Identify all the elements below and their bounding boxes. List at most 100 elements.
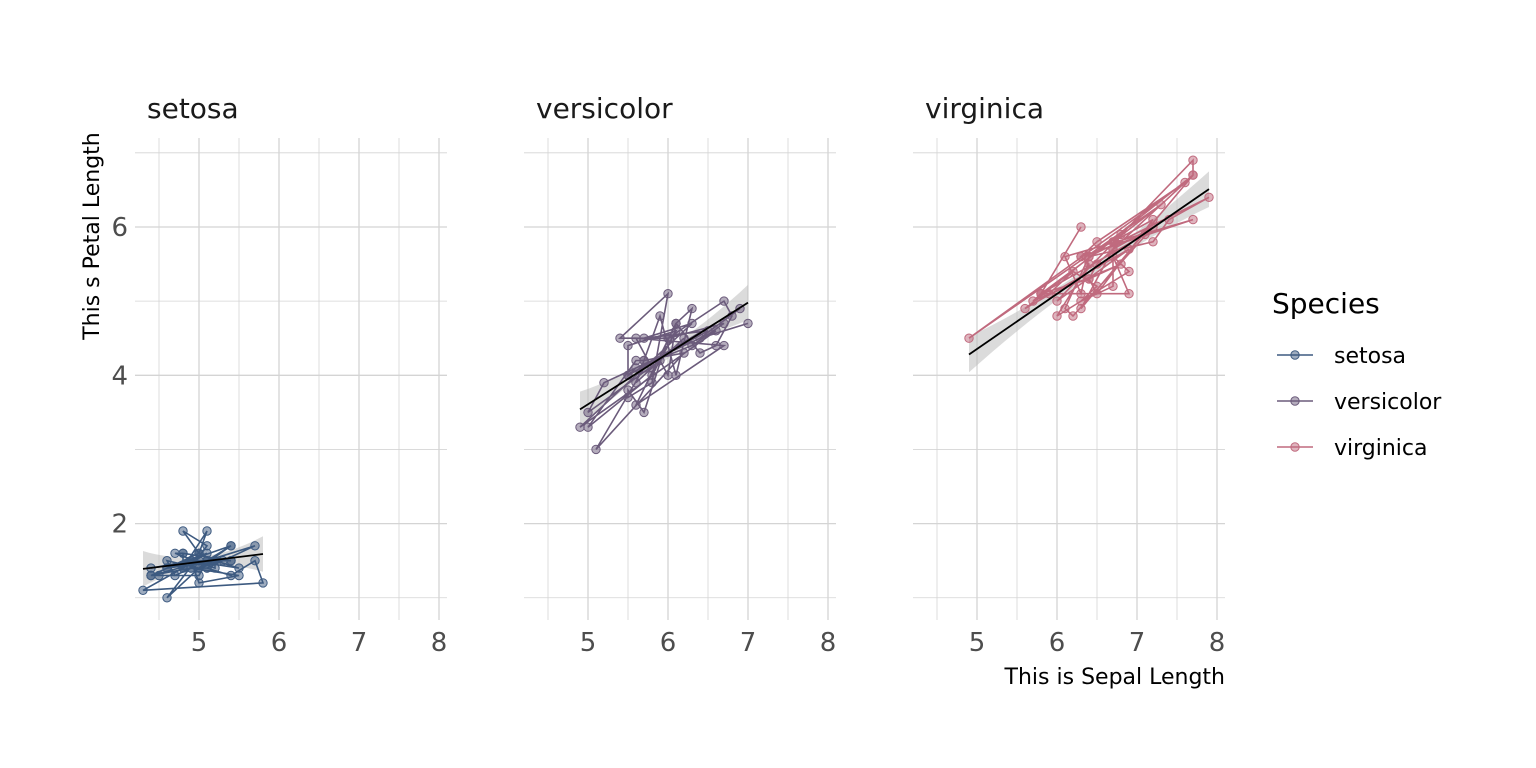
facet-title-versicolor: versicolor [536, 92, 673, 125]
gridlines [913, 138, 1225, 620]
legend-label: versicolor [1334, 390, 1442, 415]
x-tick-label: 5 [580, 628, 597, 658]
x-tick-label: 6 [271, 628, 288, 658]
x-tick-label: 6 [660, 628, 677, 658]
series-path-virginica [968, 158, 1210, 339]
x-tick-label: 7 [740, 628, 757, 658]
data-point [1068, 311, 1078, 321]
data-point [687, 318, 697, 329]
legend-item-setosa: setosa [1277, 344, 1406, 369]
data-point [250, 556, 260, 566]
data-point [1148, 237, 1158, 247]
legend-item-versicolor: versicolor [1277, 390, 1442, 415]
data-point [178, 548, 188, 558]
data-point [663, 370, 673, 380]
data-point [146, 570, 156, 581]
legend-title: Species [1272, 287, 1380, 320]
data-point [687, 303, 697, 314]
fit-line [968, 188, 1210, 356]
data-point [623, 392, 633, 403]
data-point [623, 340, 633, 351]
data-point [743, 318, 753, 329]
data-point [1084, 274, 1094, 284]
data-point [639, 333, 649, 343]
legend-key-point [1290, 350, 1300, 360]
data-point [663, 289, 673, 299]
data-point [1108, 244, 1118, 254]
data-point [575, 422, 585, 432]
x-tick-label: 8 [820, 628, 837, 658]
data-point [194, 563, 204, 573]
data-point [719, 318, 729, 329]
data-point [186, 563, 196, 573]
data-point [1108, 281, 1118, 291]
data-point [162, 593, 172, 603]
data-point [154, 570, 164, 581]
data-point [591, 444, 601, 455]
legend: Species setosa versicolor virginica [1272, 287, 1442, 461]
points-versicolor [575, 289, 753, 455]
facet-title-virginica: virginica [925, 92, 1044, 125]
data-point [1204, 192, 1214, 203]
data-point [1052, 311, 1062, 321]
y-tick-label: 2 [111, 510, 128, 540]
data-point [1188, 155, 1198, 165]
data-point [1188, 170, 1198, 180]
x-tick-label: 5 [191, 628, 208, 658]
data-point [138, 585, 148, 595]
facet-panel-virginica: virginica 5 6 7 8 [913, 92, 1225, 658]
data-point [1020, 303, 1030, 314]
data-point [1036, 289, 1046, 299]
legend-label: setosa [1334, 344, 1406, 369]
x-tick-label: 7 [1129, 628, 1146, 658]
facet-title-setosa: setosa [147, 92, 239, 125]
data-point [647, 370, 657, 380]
data-point [1076, 296, 1086, 306]
data-point [1060, 303, 1070, 314]
data-point [615, 333, 625, 343]
data-point [226, 541, 236, 551]
y-axis-title: This s Petal Length [80, 132, 105, 341]
data-point [687, 340, 697, 351]
data-point [1116, 229, 1126, 240]
data-point [202, 526, 212, 536]
x-tick-label: 7 [351, 628, 368, 658]
data-point [170, 548, 180, 558]
data-point [631, 400, 641, 410]
data-point [695, 348, 705, 358]
data-point [631, 355, 641, 366]
data-point [1052, 296, 1062, 306]
data-point [639, 407, 649, 418]
y-axis-ticks: 2 4 6 [111, 213, 128, 540]
y-tick-label: 6 [111, 213, 128, 243]
data-point [599, 378, 609, 388]
data-point [178, 526, 188, 536]
data-point [1060, 251, 1070, 262]
data-point [671, 326, 681, 336]
y-tick-label: 4 [111, 361, 128, 391]
data-point [711, 340, 721, 351]
data-point [1092, 237, 1102, 247]
legend-item-virginica: virginica [1277, 436, 1428, 461]
data-point [194, 548, 204, 558]
data-point [1028, 296, 1038, 306]
data-point [655, 311, 665, 321]
x-tick-label: 8 [431, 628, 448, 658]
data-point [1076, 222, 1086, 232]
legend-key-point [1290, 396, 1300, 406]
data-point [719, 340, 729, 351]
data-point [1044, 289, 1054, 299]
data-point [1124, 266, 1134, 277]
data-point [1076, 251, 1086, 262]
legend-label: virginica [1334, 436, 1428, 461]
data-point [226, 570, 236, 581]
data-point [964, 333, 974, 343]
data-point [1092, 281, 1102, 291]
facet-panel-setosa: setosa 5 6 7 8 [135, 92, 447, 658]
x-tick-label: 6 [1049, 628, 1066, 658]
data-point [631, 333, 641, 343]
data-point [258, 578, 268, 588]
data-point [1124, 289, 1134, 299]
data-point [250, 541, 260, 551]
data-point [1084, 259, 1094, 269]
